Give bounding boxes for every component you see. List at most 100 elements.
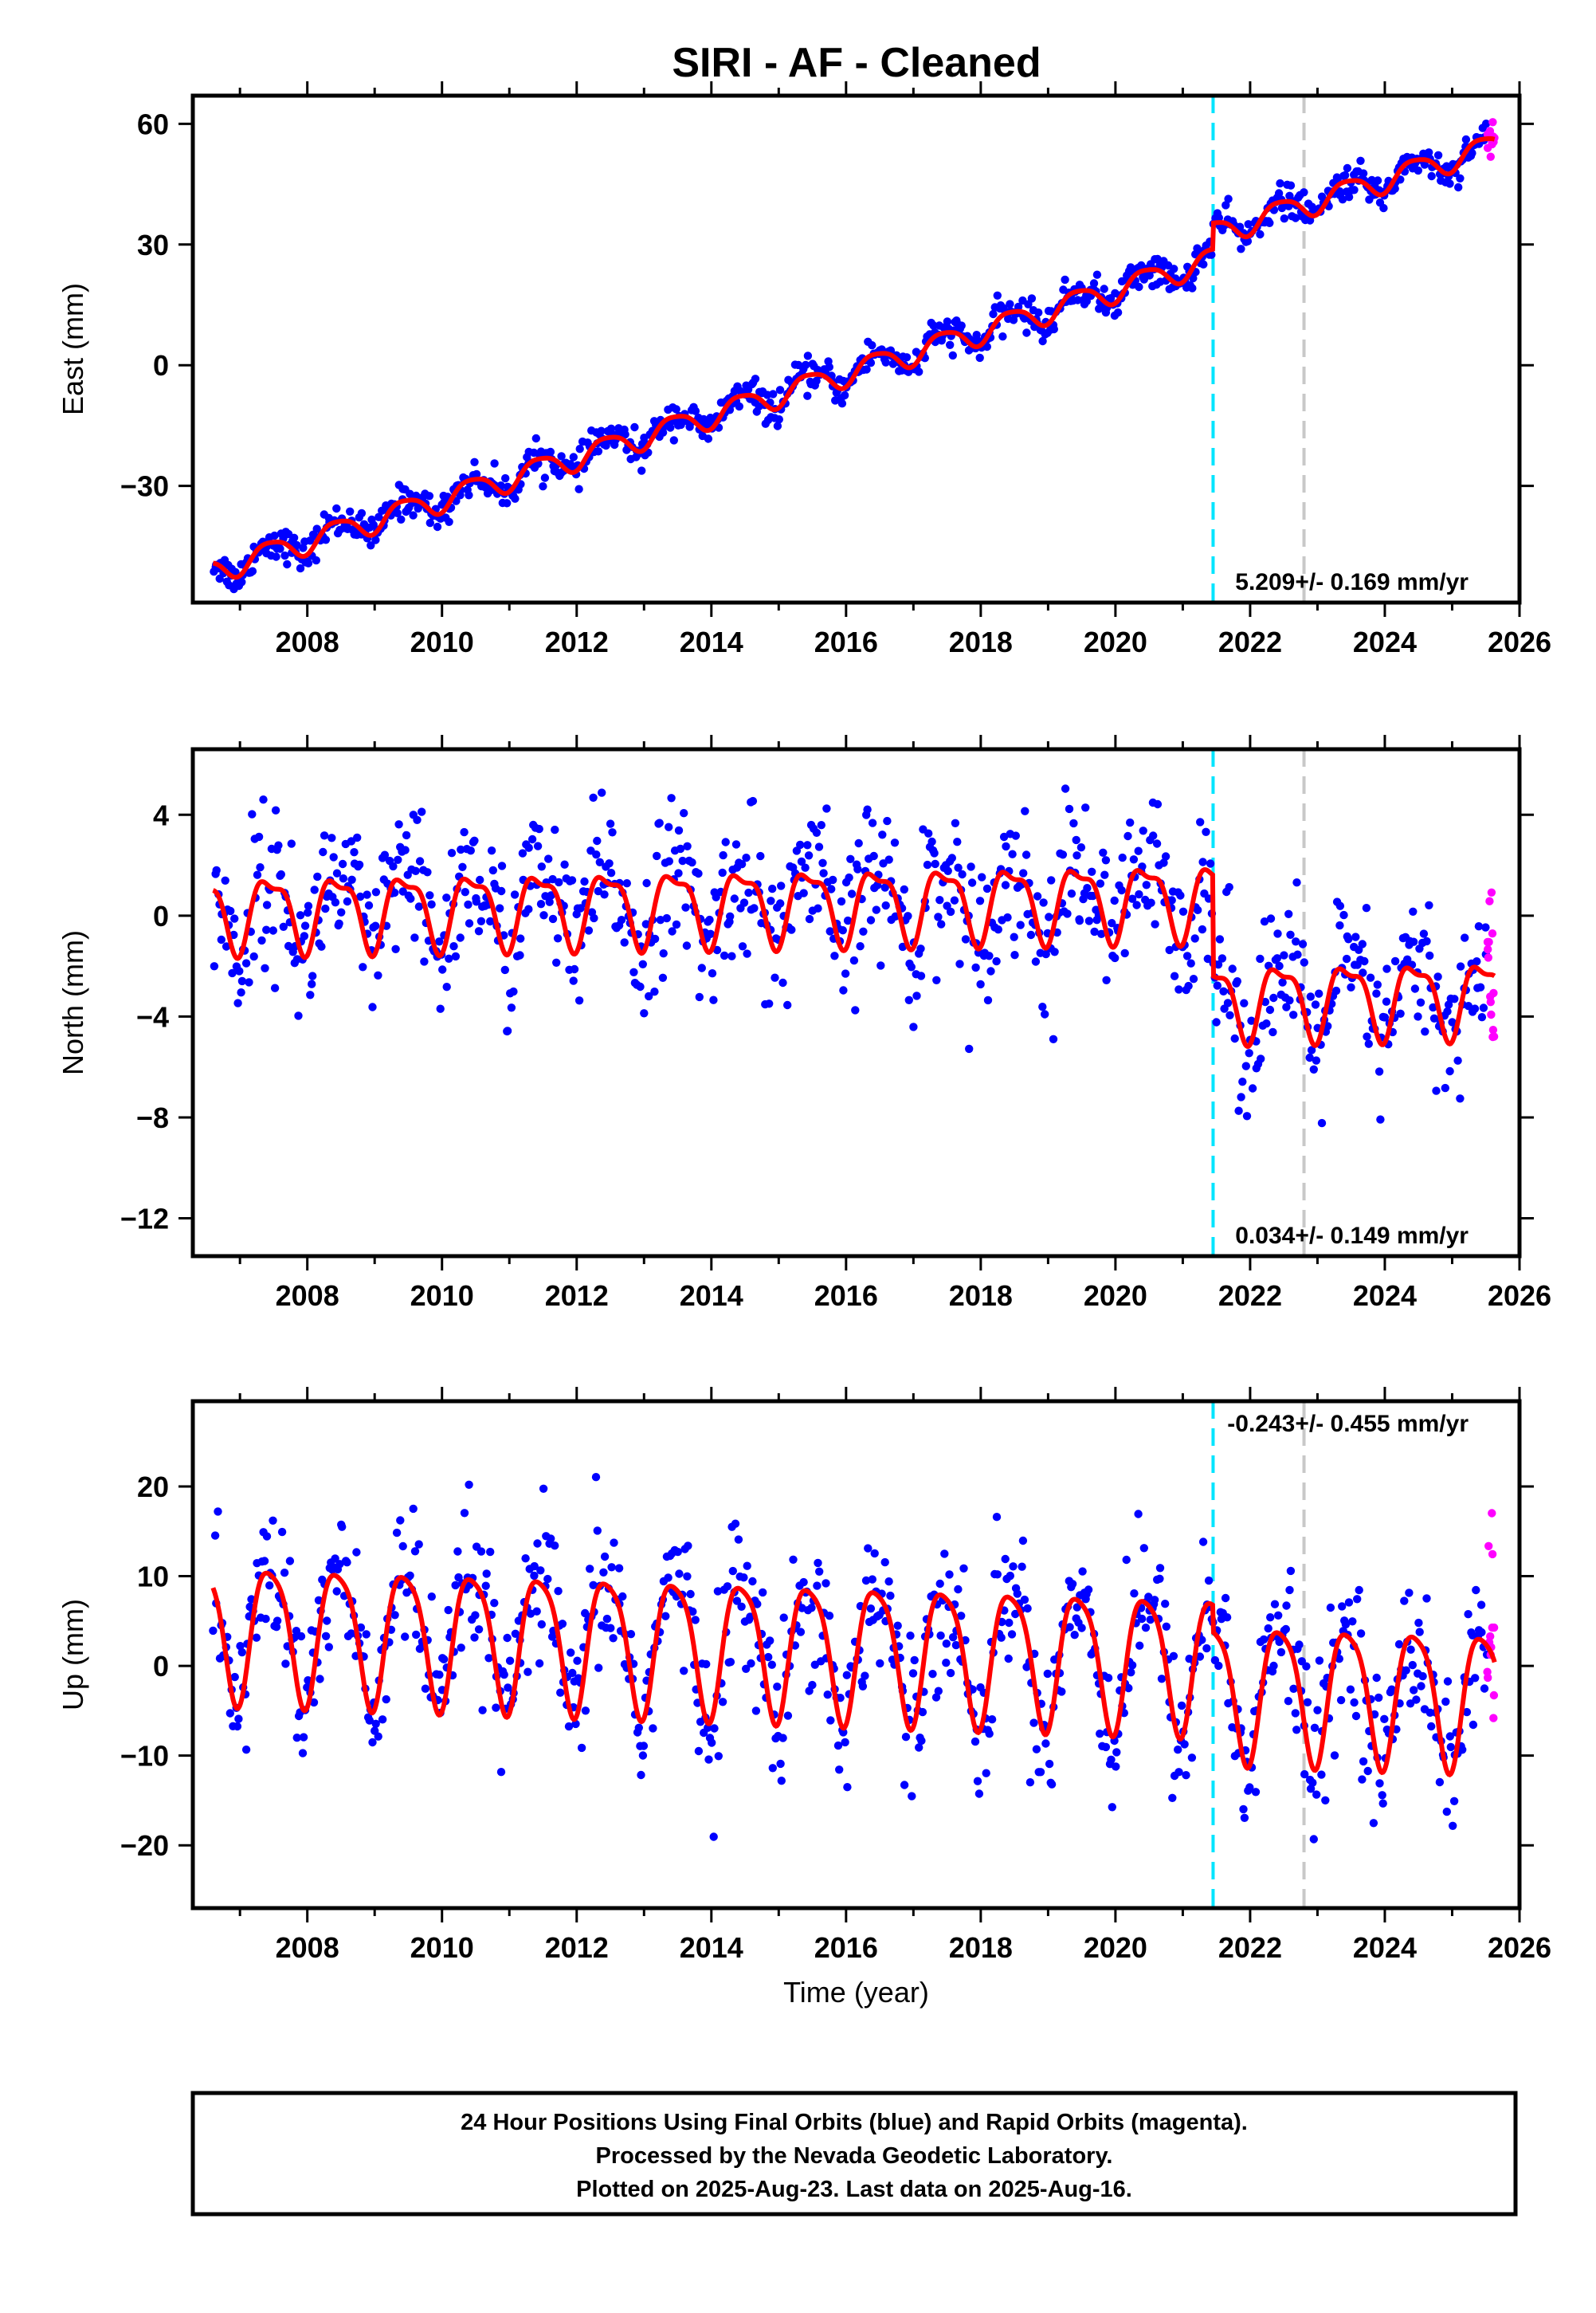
final-orbit-point bbox=[551, 825, 559, 834]
final-orbit-point bbox=[884, 855, 893, 864]
final-orbit-point bbox=[1032, 1745, 1041, 1753]
final-orbit-point bbox=[1443, 1007, 1452, 1016]
final-orbit-point bbox=[577, 1743, 586, 1753]
final-orbit-point bbox=[1058, 850, 1068, 859]
final-orbit-point bbox=[1291, 1709, 1300, 1718]
final-orbit-point bbox=[548, 874, 557, 884]
final-orbit-point bbox=[1481, 120, 1491, 128]
final-orbit-point bbox=[1241, 1062, 1251, 1070]
final-orbit-point bbox=[1449, 1797, 1459, 1805]
final-orbit-point bbox=[470, 457, 479, 466]
final-orbit-point bbox=[1161, 1600, 1170, 1608]
final-orbit-point bbox=[606, 869, 616, 878]
final-orbit-point bbox=[599, 1568, 608, 1577]
final-orbit-point bbox=[1456, 962, 1465, 971]
final-orbit-point bbox=[1340, 171, 1350, 180]
final-orbit-point bbox=[555, 878, 563, 887]
final-orbit-point bbox=[350, 848, 359, 857]
final-orbit-point bbox=[846, 854, 855, 864]
final-orbit-point bbox=[803, 391, 812, 400]
final-orbit-point bbox=[310, 886, 319, 894]
final-orbit-point bbox=[1108, 1803, 1117, 1812]
final-orbit-point bbox=[1142, 881, 1151, 889]
final-orbit-point bbox=[843, 916, 853, 925]
final-orbit-point bbox=[807, 1604, 816, 1612]
final-orbit-point bbox=[1215, 935, 1225, 944]
final-orbit-point bbox=[260, 1557, 269, 1565]
final-orbit-point bbox=[537, 1620, 546, 1629]
final-orbit-point bbox=[1286, 930, 1295, 940]
final-orbit-point bbox=[1425, 148, 1433, 157]
final-orbit-point bbox=[1355, 1585, 1363, 1595]
final-orbit-point bbox=[497, 862, 507, 870]
final-orbit-point bbox=[777, 1777, 786, 1785]
final-orbit-point bbox=[1390, 956, 1400, 966]
final-orbit-point bbox=[1120, 948, 1129, 958]
x-tick-label: 2012 bbox=[545, 1279, 609, 1312]
final-orbit-point bbox=[688, 858, 696, 867]
final-orbit-point bbox=[1065, 804, 1074, 814]
final-orbit-point bbox=[418, 807, 426, 816]
final-orbit-point bbox=[598, 788, 606, 797]
final-orbit-point bbox=[672, 405, 680, 414]
final-orbit-point bbox=[237, 976, 247, 986]
final-orbit-point bbox=[1396, 1009, 1405, 1019]
final-orbit-point bbox=[371, 536, 380, 544]
final-orbit-point bbox=[955, 960, 964, 968]
final-orbit-point bbox=[474, 1625, 484, 1634]
final-orbit-point bbox=[503, 1027, 512, 1035]
final-orbit-point bbox=[382, 1694, 390, 1704]
final-orbit-point bbox=[787, 925, 796, 934]
final-orbit-point bbox=[1364, 1039, 1374, 1048]
footer-line-2: Processed by the Nevada Geodetic Laborat… bbox=[596, 2143, 1113, 2169]
final-orbit-point bbox=[214, 1507, 222, 1516]
final-orbit-point bbox=[230, 914, 239, 923]
final-orbit-point bbox=[1278, 978, 1287, 987]
final-orbit-point bbox=[1476, 983, 1485, 992]
x-tick-label: 2026 bbox=[1488, 1931, 1551, 1964]
final-orbit-point bbox=[367, 541, 375, 550]
final-orbit-point bbox=[1265, 1005, 1275, 1015]
final-orbit-point bbox=[1092, 270, 1102, 279]
final-orbit-point bbox=[803, 841, 812, 850]
rapid-orbit-point bbox=[1489, 988, 1498, 998]
final-orbit-point bbox=[739, 898, 749, 907]
final-orbit-point bbox=[1021, 807, 1029, 815]
final-orbit-point bbox=[748, 796, 758, 806]
final-orbit-point bbox=[1224, 194, 1233, 203]
y-tick-label: −30 bbox=[120, 470, 169, 503]
final-orbit-point bbox=[233, 999, 242, 1007]
final-orbit-point bbox=[1273, 929, 1282, 938]
final-orbit-point bbox=[1077, 1624, 1086, 1632]
final-orbit-point bbox=[605, 859, 614, 868]
final-orbit-point bbox=[1378, 1799, 1387, 1808]
final-orbit-point bbox=[1009, 1562, 1018, 1571]
final-orbit-point bbox=[878, 831, 887, 839]
final-orbit-point bbox=[709, 995, 718, 1004]
final-orbit-point bbox=[695, 992, 704, 1002]
final-orbit-point bbox=[410, 1547, 420, 1556]
final-orbit-point bbox=[872, 905, 881, 914]
final-orbit-point bbox=[1219, 987, 1228, 996]
final-orbit-point bbox=[272, 1623, 281, 1632]
final-orbit-point bbox=[398, 1541, 407, 1551]
final-orbit-point bbox=[1343, 163, 1352, 173]
final-orbit-series bbox=[209, 1473, 1492, 1844]
rapid-orbit-point bbox=[1484, 1541, 1493, 1551]
final-orbit-point bbox=[730, 894, 739, 903]
final-orbit-point bbox=[329, 853, 338, 862]
final-orbit-point bbox=[734, 1535, 743, 1544]
final-orbit-point bbox=[983, 995, 993, 1005]
final-orbit-point bbox=[1382, 997, 1391, 1006]
final-orbit-point bbox=[490, 459, 499, 468]
final-orbit-point bbox=[374, 1732, 382, 1741]
final-orbit-point bbox=[1363, 1032, 1371, 1041]
final-orbit-point bbox=[637, 466, 646, 475]
final-orbit-point bbox=[1182, 1771, 1190, 1780]
final-orbit-point bbox=[942, 1659, 951, 1667]
final-orbit-point bbox=[1187, 1753, 1197, 1762]
final-orbit-point bbox=[732, 1596, 742, 1605]
final-orbit-point bbox=[1126, 818, 1135, 827]
final-orbit-point bbox=[982, 342, 992, 351]
final-orbit-point bbox=[1274, 1611, 1283, 1620]
